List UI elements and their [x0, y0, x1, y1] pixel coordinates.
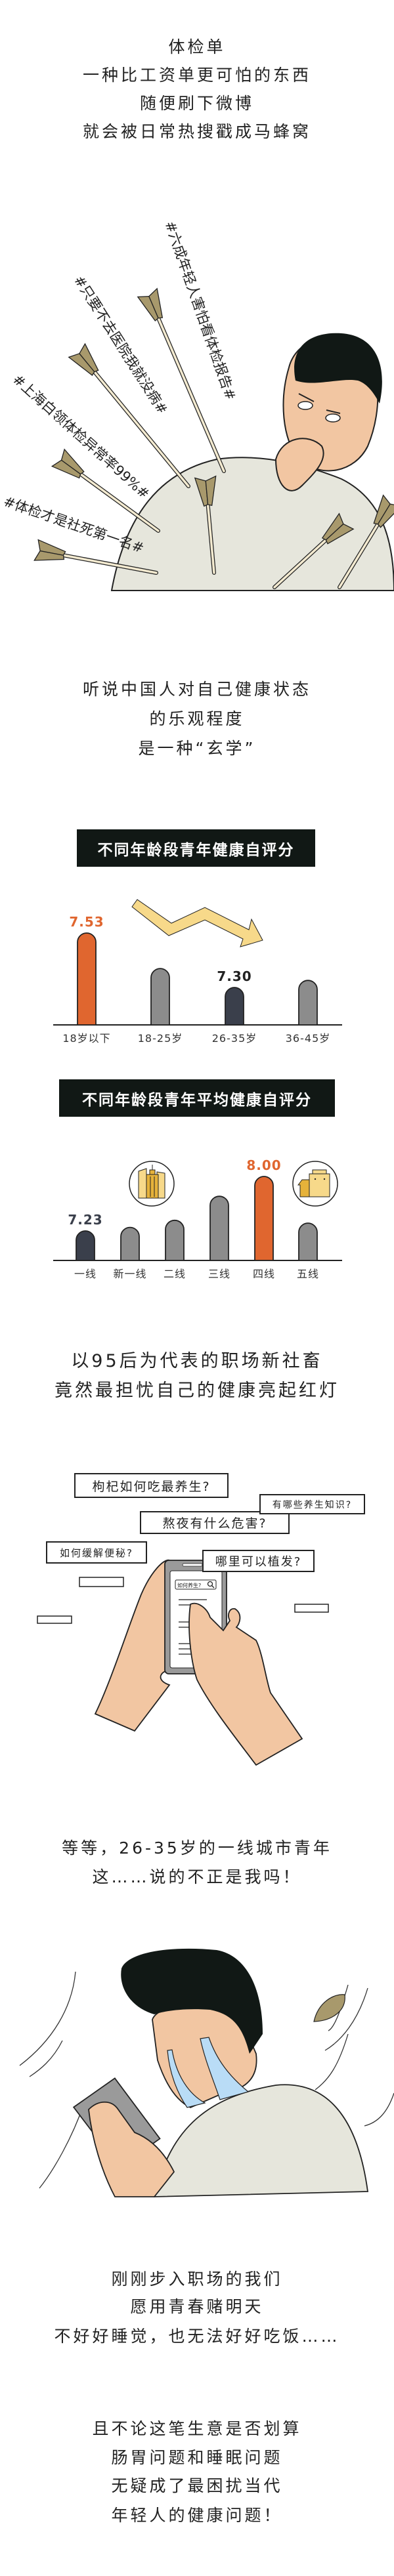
search-bubble: 如何缓解便秘?	[46, 1541, 147, 1564]
empty-bubble	[294, 1604, 329, 1613]
outro-line: 且不论这笔生意是否划算	[92, 2419, 302, 2438]
chart-title-city: 不同年龄段青年平均健康自评分	[59, 1079, 335, 1117]
tears	[167, 2037, 250, 2108]
bar	[298, 980, 318, 1026]
hashtag-label: #六成年轻人害怕看体检报告#	[162, 219, 238, 402]
search-bubble: 枸杞如何吃最养生?	[74, 1473, 229, 1498]
empty-bubble	[37, 1615, 72, 1624]
phone-search-text: 如何养生?	[177, 1582, 201, 1589]
optimism-line: 的乐观程度	[149, 709, 245, 728]
falling-leaf-icon	[313, 1994, 345, 2022]
bar	[254, 1176, 274, 1261]
realize-line: 这……说的不正是我吗！	[92, 1867, 302, 1886]
category-label: 新一线	[113, 1268, 146, 1280]
category-label: 36-45岁	[286, 1032, 331, 1045]
bar	[165, 1220, 185, 1261]
search-bubble: 有哪些养生知识?	[259, 1494, 365, 1514]
intro-line: 体检单	[168, 37, 226, 56]
wind-lines	[19, 1971, 394, 2189]
bar	[209, 1195, 229, 1261]
outro-line: 不好好睡觉，也无法好好吃饭……	[54, 2327, 340, 2346]
category-label: 18岁以下	[62, 1032, 110, 1045]
arrow	[273, 512, 355, 589]
category-label: 四线	[253, 1268, 275, 1280]
intro-line: 就会被日常热搜戳成马蜂窝	[82, 122, 311, 141]
arrow	[137, 287, 226, 473]
arrow	[51, 448, 160, 533]
category-label: 二线	[164, 1268, 186, 1280]
search-bubble: 哪里可以植发?	[202, 1550, 315, 1572]
category-label: 五线	[297, 1268, 319, 1280]
chart-title-age: 不同年龄段青年健康自评分	[77, 829, 315, 867]
outro-line: 愿用青春赌明天	[130, 2297, 264, 2316]
phone-hands-illustration: 如何养生?	[37, 1559, 329, 1766]
bar	[150, 968, 170, 1026]
outro-line: 无疑成了最困扰当代	[111, 2476, 283, 2495]
bar	[120, 1226, 140, 1261]
bar	[76, 1230, 95, 1261]
outro-line: 肠胃问题和睡眠问题	[111, 2448, 283, 2467]
bar	[298, 1222, 318, 1261]
outro-line: 刚刚步入职场的我们	[111, 2270, 283, 2289]
empty-bubble	[79, 1577, 124, 1587]
arrows	[33, 287, 394, 589]
category-label: 一线	[74, 1268, 97, 1280]
category-label: 18-25岁	[138, 1032, 183, 1045]
realize-line: 等等，26-35岁的一线城市青年	[62, 1839, 332, 1858]
arrow	[194, 475, 217, 575]
category-label: 26-35岁	[212, 1032, 257, 1045]
downward-trend-arrow	[131, 899, 263, 947]
data-label: 7.53	[69, 914, 104, 930]
left-hand	[94, 1559, 173, 1732]
worry-line: 竟然最担忧自己的健康亮起红灯	[55, 1381, 339, 1401]
outro-line: 年轻人的健康问题！	[111, 2506, 283, 2525]
data-label: 7.30	[217, 968, 252, 984]
man-head	[274, 333, 382, 491]
optimism-line: 听说中国人对自己健康状态	[82, 680, 311, 699]
crying-man-illustration	[19, 1948, 394, 2197]
intro-line: 随便刷下微博	[139, 94, 254, 113]
data-label: 8.00	[246, 1157, 281, 1173]
age-health-score-chart: 18岁以下 7.53 18-25岁 26-35岁 7.30 36-45岁	[53, 899, 342, 1045]
city-tier-health-score-chart: 一线 7.23 新一线 二线 三线 四线 8.00 五线	[53, 1157, 342, 1280]
small-town-house-icon	[292, 1161, 338, 1207]
intro-line: 一种比工资单更可怕的东西	[82, 66, 311, 85]
search-icon	[207, 1581, 215, 1589]
man-body	[153, 2084, 369, 2197]
arrows-illustration: #六成年轻人害怕看体检报告# #只要不去医院我就没病# #上海白领体检异常率99…	[1, 219, 394, 591]
arrow	[68, 343, 190, 488]
city-skyscraper-icon	[129, 1161, 175, 1207]
man-hair	[121, 1948, 263, 2054]
hashtag-label: #体检才是社死第一名#	[1, 493, 146, 556]
search-bubble: 熬夜有什么危害?	[140, 1511, 290, 1534]
right-hand	[188, 1602, 303, 1766]
category-label: 三线	[208, 1268, 230, 1280]
hashtag-label: #上海白领体检异常率99%#	[10, 371, 152, 502]
arrow	[338, 494, 394, 589]
optimism-line: 是一种“玄学”	[138, 739, 256, 758]
worry-line: 以95后为代表的职场新社畜	[71, 1351, 323, 1371]
data-label: 7.23	[68, 1212, 102, 1228]
arrow	[33, 539, 158, 575]
bar	[225, 987, 244, 1026]
hand	[88, 2101, 175, 2197]
bar	[77, 932, 97, 1026]
